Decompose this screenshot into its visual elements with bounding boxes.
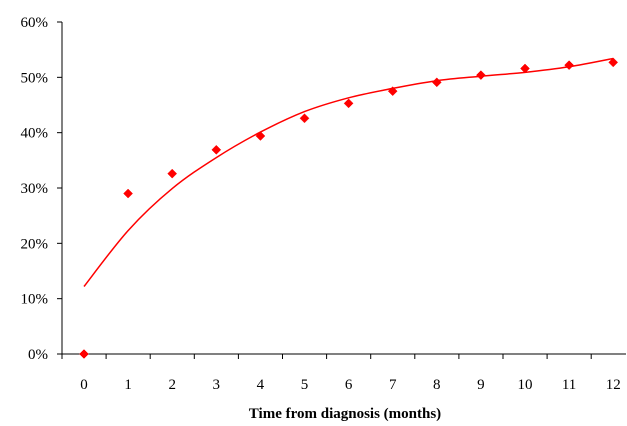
y-tick-label: 30% — [21, 181, 49, 197]
series-layer — [79, 57, 619, 359]
x-tick-label: 2 — [168, 377, 176, 393]
y-tick-label: 10% — [21, 292, 49, 308]
x-tick-label: 5 — [301, 377, 309, 393]
y-tick-label: 0% — [28, 347, 48, 363]
data-point — [564, 60, 574, 71]
axes — [57, 21, 626, 359]
data-point — [476, 70, 486, 80]
data-point — [211, 144, 222, 155]
x-tick-label: 11 — [562, 377, 576, 393]
data-point — [431, 77, 442, 88]
x-tick-label: 3 — [213, 377, 221, 393]
trendline — [83, 57, 614, 287]
x-tick-label: 9 — [477, 377, 485, 393]
data-point — [343, 98, 354, 109]
x-tick-labels: 0 1 2 3 4 5 6 7 8 9 10 11 12 — [80, 377, 620, 393]
x-tick-label: 12 — [606, 377, 621, 393]
y-tick-label: 40% — [21, 126, 49, 142]
x-tick-label: 8 — [433, 377, 441, 393]
data-point — [299, 113, 310, 124]
y-tick-label: 50% — [21, 70, 49, 86]
data-point — [387, 86, 398, 97]
x-tick-label: 0 — [80, 377, 88, 393]
x-tick-label: 6 — [345, 377, 353, 393]
data-point — [255, 131, 266, 141]
y-tick-label: 20% — [21, 236, 49, 252]
data-point — [520, 63, 530, 74]
data-point — [123, 188, 133, 199]
data-point — [167, 168, 178, 179]
data-point — [79, 349, 89, 359]
y-tick-label: 60% — [21, 15, 49, 31]
x-tick-label: 1 — [124, 377, 132, 393]
x-tick-label: 7 — [389, 377, 397, 393]
x-tick-label: 10 — [518, 377, 533, 393]
x-axis-title: Time from diagnosis (months) — [249, 406, 441, 422]
y-tick-labels: 0% 10% 20% 30% 40% 50% 60% — [21, 15, 49, 363]
data-point — [608, 57, 619, 68]
x-tick-label: 4 — [257, 377, 265, 393]
